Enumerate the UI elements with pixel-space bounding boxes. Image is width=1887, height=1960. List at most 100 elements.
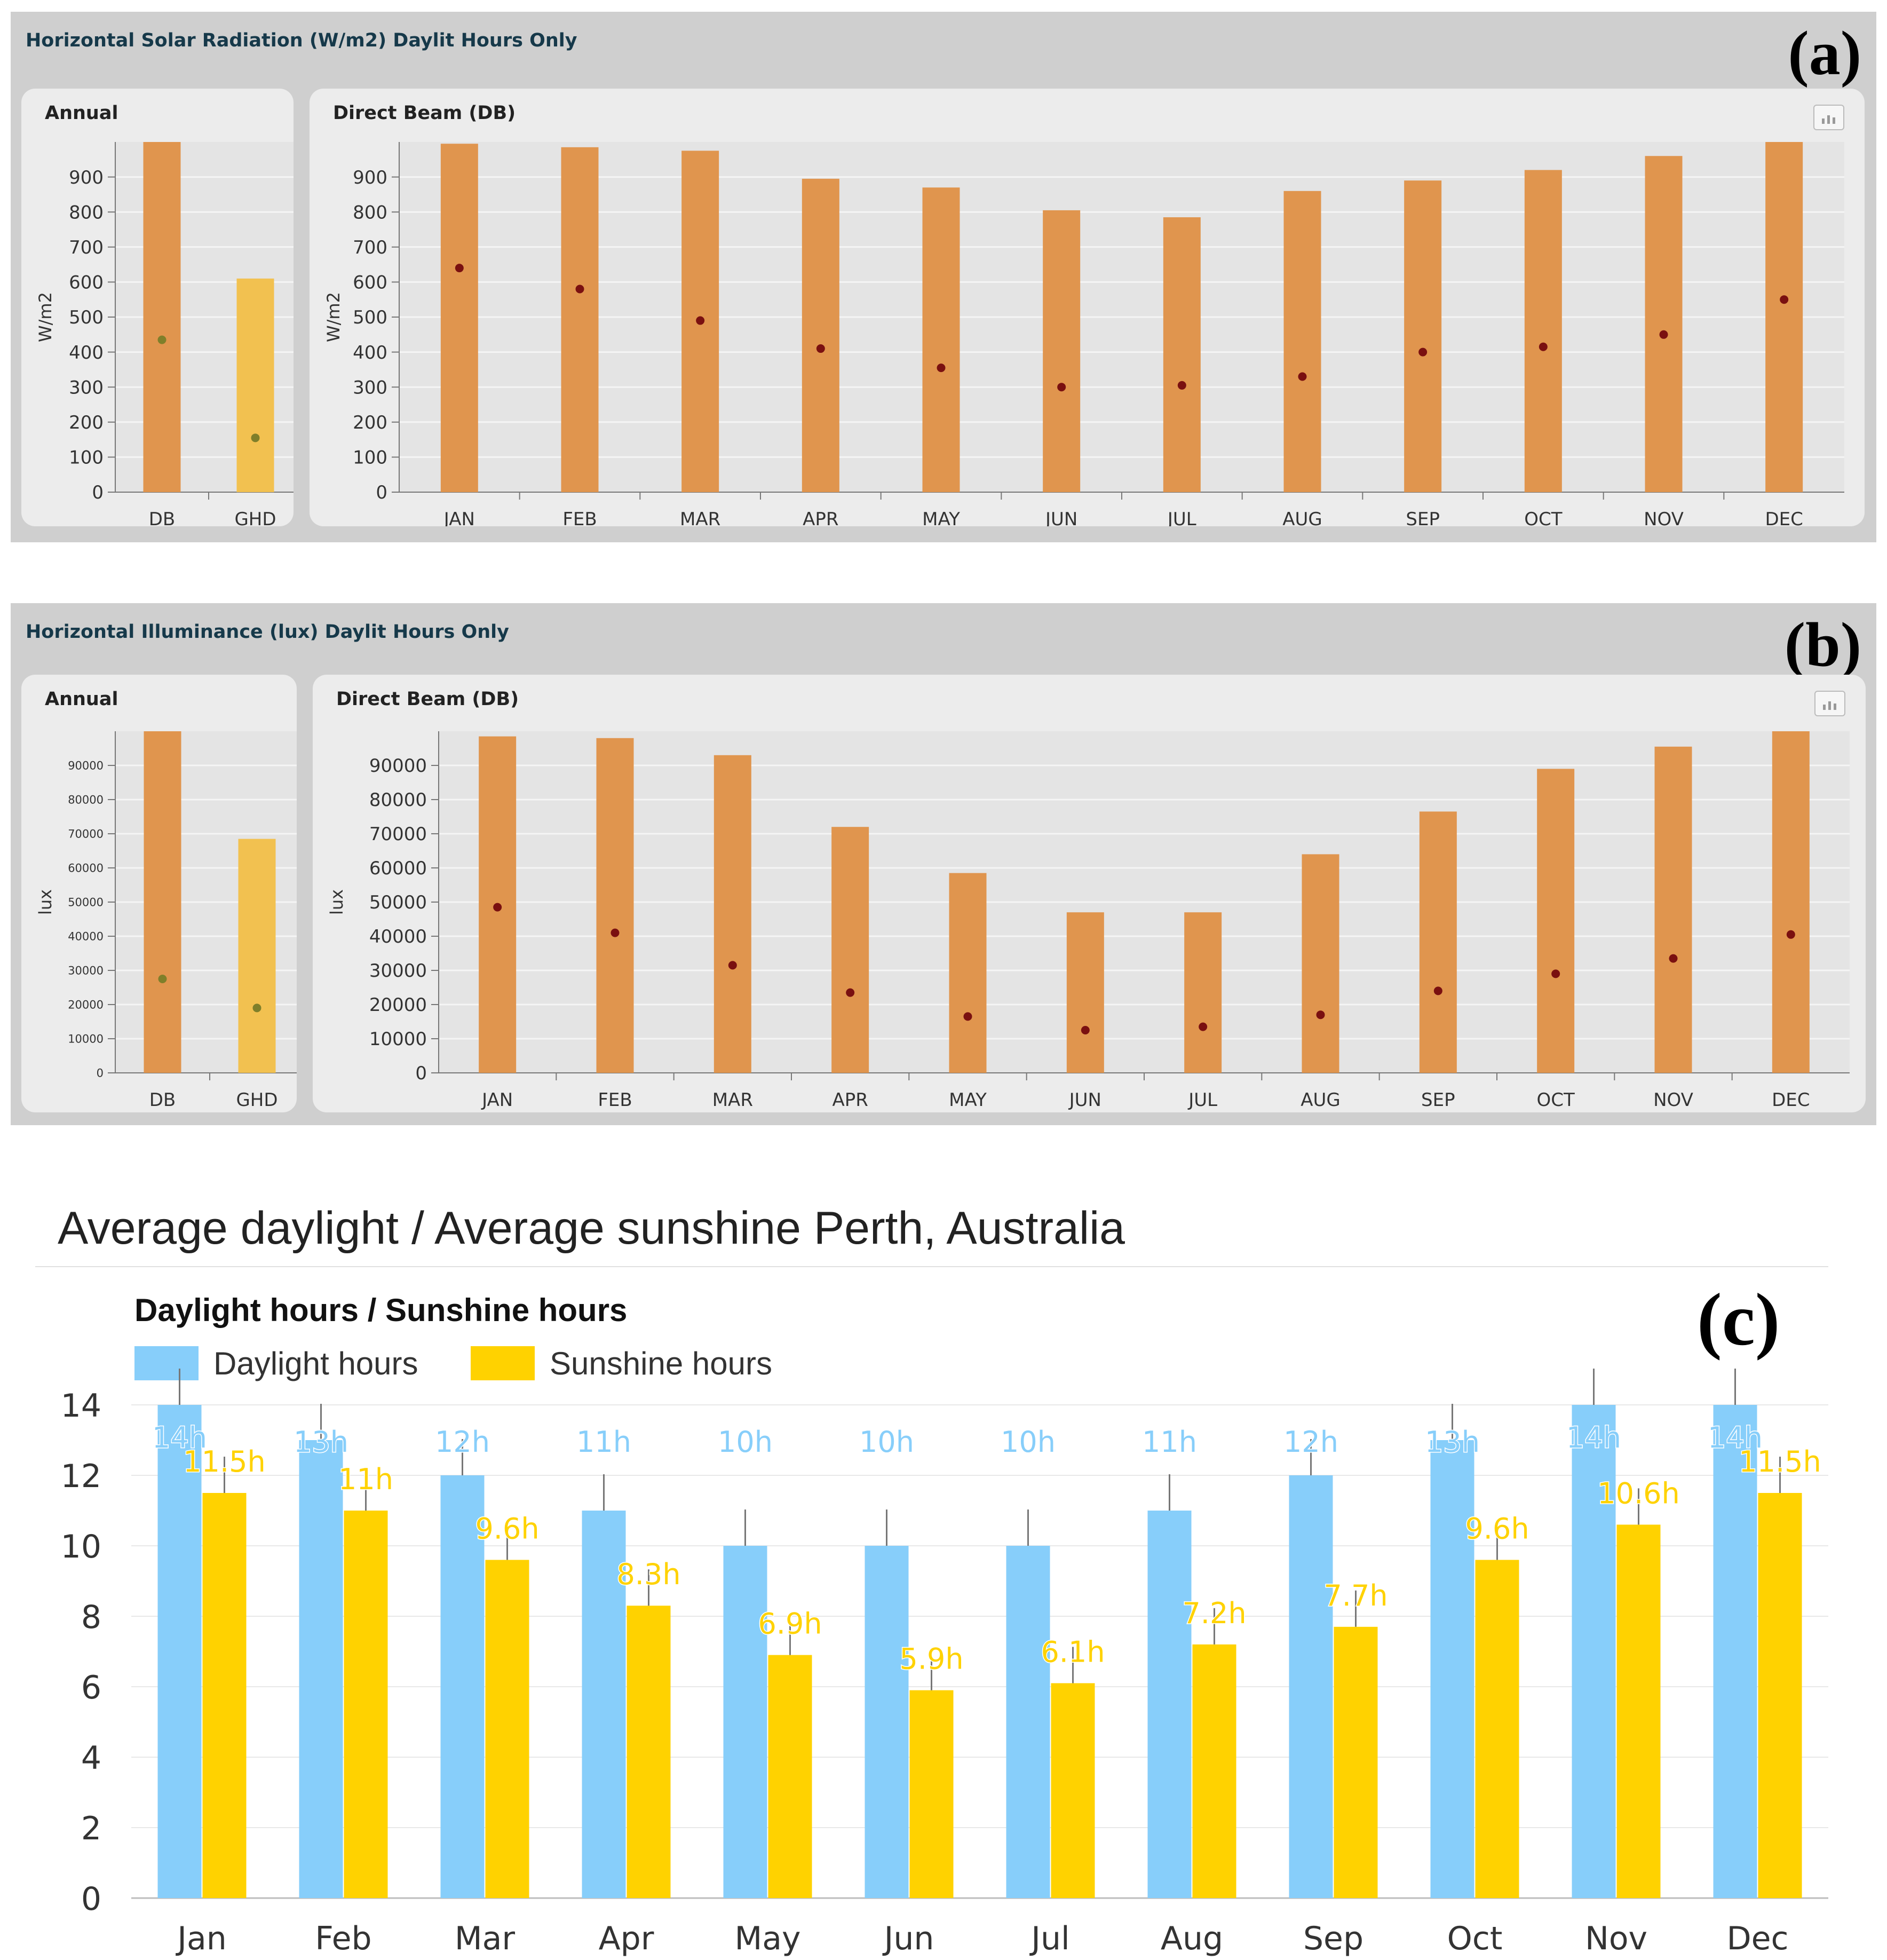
c-x-tick-label: Feb — [315, 1920, 371, 1957]
a-direct-x-tick-label: JUN — [1044, 509, 1077, 526]
c-sunshine-data-label: 6.9h — [758, 1607, 822, 1641]
a-annual-y-tick-label: 400 — [69, 342, 104, 363]
b-direct-bar-oct — [1537, 769, 1575, 1073]
panel-c-title: Average daylight / Average sunshine Pert… — [58, 1203, 1125, 1254]
b-direct-y-tick-label: 70000 — [369, 824, 427, 845]
a-direct-bar-dec — [1765, 142, 1803, 492]
b-direct-x-tick-label: JAN — [481, 1089, 513, 1111]
b-annual-y-tick-label: 30000 — [68, 965, 104, 977]
b-direct-mean-dot-jan — [493, 903, 502, 912]
b-direct-x-tick-label: AUG — [1301, 1089, 1341, 1111]
b-annual-y-tick-label: 60000 — [68, 862, 104, 875]
c-daylight-bar-mar — [440, 1475, 485, 1898]
a-direct-bar-may — [922, 187, 960, 492]
a-annual-y-tick-label: 500 — [69, 307, 104, 328]
c-sunshine-bar-aug — [1192, 1644, 1236, 1898]
a-annual-bar-ghd — [236, 278, 274, 492]
b-annual-y-axis-label: lux — [35, 889, 56, 915]
b-direct-bar-aug — [1302, 854, 1339, 1073]
b-direct-y-tick-label: 50000 — [369, 892, 427, 913]
c-sunshine-data-label: 7.2h — [1182, 1597, 1246, 1630]
b-annual-y-tick-label: 20000 — [68, 999, 104, 1011]
b-direct-mean-dot-nov — [1669, 954, 1678, 963]
chart-options-icon[interactable] — [1813, 105, 1844, 130]
a-direct-x-tick-label: OCT — [1524, 509, 1563, 526]
b-direct-y-axis-label: lux — [327, 889, 347, 915]
legend-daylight[interactable]: Daylight hours — [134, 1345, 418, 1381]
c-sunshine-bar-feb — [344, 1511, 388, 1898]
a-direct-x-tick-label: MAY — [922, 509, 960, 526]
b-direct-x-tick-label: FEB — [598, 1089, 632, 1111]
b-direct-mean-dot-apr — [846, 988, 855, 997]
b-direct-x-tick-label: NOV — [1653, 1089, 1693, 1111]
b-direct-x-tick-label: SEP — [1421, 1089, 1455, 1111]
a-direct-bar-sep — [1404, 180, 1442, 492]
chart-b-direct: 0 10000 20000 30000 40000 50000 60000 70000 8000… — [327, 731, 1850, 1111]
c-x-tick-label: Jul — [1029, 1920, 1069, 1957]
b-direct-x-tick-label: APR — [832, 1089, 868, 1111]
b-annual-bar-ghd — [238, 839, 276, 1073]
a-direct-y-tick-label: 100 — [353, 447, 387, 469]
chart-options-icon[interactable] — [1814, 691, 1845, 716]
panel-b-label: (b) — [1784, 610, 1861, 679]
c-sunshine-data-label: 7.7h — [1323, 1579, 1388, 1613]
a-direct-mean-dot-nov — [1659, 330, 1668, 339]
c-sunshine-data-label: 11.5h — [183, 1445, 265, 1479]
c-y-tick-label: 4 — [81, 1740, 101, 1777]
c-daylight-bar-oct — [1430, 1440, 1474, 1898]
c-sunshine-data-label: 10.6h — [1597, 1476, 1679, 1510]
b-direct-bar-nov — [1654, 746, 1692, 1073]
panel-c-subtitle: Daylight hours / Sunshine hours — [134, 1292, 628, 1328]
a-direct-x-tick-label: NOV — [1644, 509, 1684, 526]
title-divider — [35, 1266, 1828, 1267]
a-direct-mean-dot-jun — [1057, 383, 1066, 392]
panel-b-title: Horizontal Illuminance (lux) Daylit Hour… — [26, 621, 509, 643]
a-annual-y-tick-label: 800 — [69, 202, 104, 223]
b-annual-y-tick-label: 10000 — [68, 1033, 104, 1046]
a-direct-mean-dot-may — [937, 363, 946, 373]
panel-c-label: (c) — [1697, 1278, 1780, 1361]
b-annual-mean-dot-ghd — [252, 1003, 261, 1013]
b-direct-mean-dot-dec — [1786, 930, 1795, 939]
b-annual-mean-dot-db — [158, 975, 167, 983]
c-daylight-data-label: 14h — [1566, 1421, 1621, 1455]
c-y-tick-label: 6 — [81, 1669, 101, 1706]
a-annual-y-tick-label: 0 — [92, 482, 104, 503]
b-direct-y-tick-label: 60000 — [369, 858, 427, 879]
c-sunshine-bar-jun — [909, 1690, 954, 1898]
b-direct-x-tick-label: MAY — [949, 1089, 987, 1111]
b-annual-x-tick-label: DB — [149, 1089, 176, 1111]
c-y-tick-label: 8 — [81, 1599, 101, 1636]
legend-sunshine[interactable]: Sunshine hours — [471, 1345, 772, 1381]
a-direct-x-tick-label: MAR — [680, 509, 720, 526]
c-sunshine-bar-jan — [202, 1493, 247, 1898]
a-direct-x-tick-label: DEC — [1765, 509, 1803, 526]
c-daylight-bar-nov — [1572, 1405, 1616, 1898]
a-direct-x-tick-label: AUG — [1282, 509, 1322, 526]
panel-a-annual-title: Annual — [45, 102, 118, 124]
b-direct-mean-dot-jun — [1081, 1026, 1090, 1034]
b-direct-bar-jul — [1184, 912, 1222, 1073]
c-daylight-data-label: 12h — [1283, 1425, 1338, 1459]
c-daylight-data-label: 10h — [718, 1425, 773, 1459]
b-direct-mean-dot-feb — [610, 928, 620, 937]
b-direct-y-tick-label: 80000 — [369, 789, 427, 811]
c-sunshine-bar-nov — [1616, 1524, 1661, 1898]
c-x-tick-label: Mar — [455, 1920, 516, 1957]
panel-b-annual-title: Annual — [45, 689, 118, 710]
b-direct-x-tick-label: MAR — [712, 1089, 753, 1111]
c-daylight-bar-apr — [582, 1511, 626, 1898]
a-annual-y-axis-label: W/m2 — [35, 292, 56, 342]
b-direct-y-tick-label: 0 — [415, 1063, 427, 1084]
legend-sunshine-swatch — [471, 1346, 535, 1380]
c-x-tick-label: May — [734, 1920, 800, 1957]
panel-a: Horizontal Solar Radiation (W/m2) Daylit… — [11, 12, 1876, 542]
b-direct-mean-dot-may — [963, 1012, 972, 1021]
b-annual-y-tick-label: 70000 — [68, 828, 104, 841]
c-sunshine-bar-apr — [627, 1606, 671, 1898]
a-direct-y-axis-label: W/m2 — [323, 292, 344, 342]
legend-sunshine-label: Sunshine hours — [550, 1345, 772, 1381]
a-direct-mean-dot-jul — [1177, 381, 1186, 390]
c-sunshine-bar-mar — [485, 1560, 529, 1898]
b-annual-bar-db — [144, 731, 181, 1073]
